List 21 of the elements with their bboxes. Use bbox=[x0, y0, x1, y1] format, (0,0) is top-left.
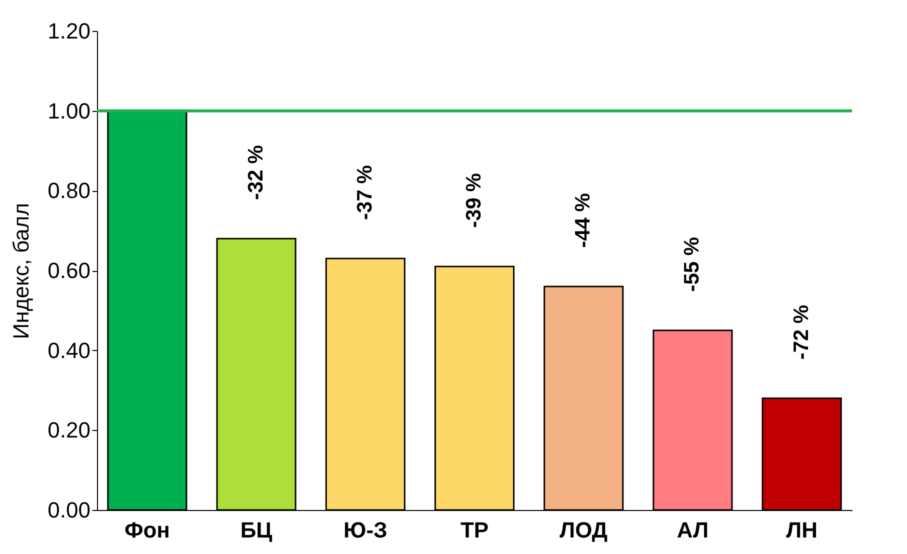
x-tick-label: ТР bbox=[460, 518, 489, 542]
y-tick-label: 0.00 bbox=[48, 498, 90, 522]
annotation: -72 % bbox=[790, 304, 813, 360]
x-tick-label: Фон bbox=[124, 518, 170, 542]
annotation: -39 % bbox=[462, 172, 486, 228]
x-tick-label: БЦ bbox=[240, 518, 272, 542]
y-tick-label: 0.40 bbox=[48, 338, 90, 363]
x-tick-label: ЛН bbox=[786, 518, 818, 542]
x-tick-label: АЛ bbox=[676, 518, 709, 542]
x-tick-label: Ю-З bbox=[344, 518, 388, 542]
x-tick-label: ЛОД bbox=[560, 518, 608, 542]
annotation: -44 % bbox=[572, 192, 595, 248]
y-axis-title: Индекс, балл bbox=[8, 202, 34, 340]
y-tick-label: 0.60 bbox=[48, 258, 90, 283]
annotation: -37 % bbox=[353, 164, 376, 220]
y-tick-label: 0.80 bbox=[48, 178, 90, 204]
annotation: -32 % bbox=[244, 144, 268, 200]
y-tick-label: 1.20 bbox=[48, 18, 90, 44]
y-tick-label: 0.20 bbox=[48, 418, 90, 443]
y-tick-label: 1.00 bbox=[48, 98, 90, 124]
annotation: -55 % bbox=[680, 236, 704, 292]
